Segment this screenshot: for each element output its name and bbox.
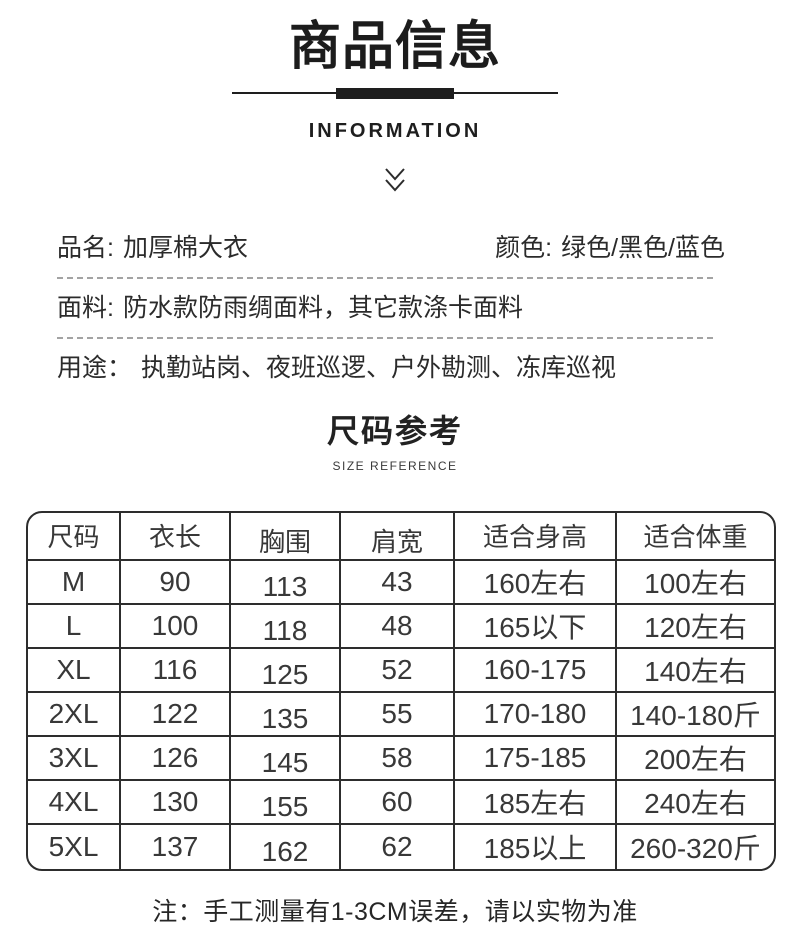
size-table-cell: 130 <box>121 780 231 825</box>
size-table-row: 5XL 137 162 62 185以上 260-320斤 <box>28 824 774 869</box>
size-table-row: XL 116 125 52 160-175 140左右 <box>28 648 774 693</box>
dashed-divider <box>57 276 713 279</box>
size-table-cell: 58 <box>341 736 455 781</box>
size-table-cell: 48 <box>341 604 455 649</box>
size-section-subtitle: SIZE REFERENCE <box>332 458 458 473</box>
size-table-cell: 140-180斤 <box>617 693 774 737</box>
size-table-row: M 90 113 43 160左右 100左右 <box>28 560 774 605</box>
dashed-divider <box>57 336 713 339</box>
size-table-header-cell: 尺码 <box>28 512 121 561</box>
product-name-label: 品名: <box>57 233 114 262</box>
size-table-cell: 90 <box>121 560 231 605</box>
size-table-cell: 135 <box>231 692 341 737</box>
size-table-cell: 155 <box>231 780 341 825</box>
divider-bar <box>336 87 454 99</box>
size-table-cell: 60 <box>341 780 455 825</box>
size-table-cell: 116 <box>121 648 231 693</box>
footer: 注：手工测量有1-3CM误差，请以实物为准 <box>0 892 790 928</box>
size-table-row: 3XL 126 145 58 175-185 200左右 <box>28 736 774 781</box>
size-table-cell: 175-185 <box>455 736 617 781</box>
size-table-header-cell: 衣长 <box>121 512 231 561</box>
header-subtitle: INFORMATION <box>308 119 482 142</box>
size-table-cell: 260-320斤 <box>630 832 761 864</box>
size-table-cell: 43 <box>341 560 455 605</box>
chevron-down-icon <box>385 167 405 181</box>
scroll-down-indicator <box>0 167 790 192</box>
product-usage: 用途： 执勤站岗、夜班巡逻、户外勘测、冻库巡视 <box>57 352 616 384</box>
size-table-cell: 4XL <box>28 780 121 825</box>
size-table-cell: 122 <box>121 692 231 737</box>
product-color: 颜色: 绿色/黑色/蓝色 <box>495 232 725 264</box>
size-table-cell: 100左右 <box>617 561 774 605</box>
product-color-label: 颜色: <box>495 233 553 262</box>
product-color-value: 绿色/黑色/蓝色 <box>561 233 725 262</box>
product-info-section: 品名: 加厚棉大衣 颜色: 绿色/黑色/蓝色 面料: 防水款防雨绸面料，其它款涤… <box>57 232 725 384</box>
size-table-row: L 100 118 48 165以下 120左右 <box>28 604 774 649</box>
size-table-cell: 160左右 <box>455 560 617 605</box>
size-table-header-cell: 适合体重 <box>617 513 774 561</box>
size-table-cell: 3XL <box>28 736 121 781</box>
size-table-header-cell: 适合身高 <box>455 512 617 561</box>
size-section-title: 尺码参考 <box>326 412 463 449</box>
product-usage-value: 执勤站岗、夜班巡逻、户外勘测、冻库巡视 <box>141 353 617 382</box>
size-table-cell: XL <box>28 648 121 693</box>
size-table-cell: 113 <box>231 560 341 605</box>
size-table-cell: 100 <box>121 604 231 649</box>
size-table-cell: 62 <box>341 824 455 869</box>
size-table-cell: 162 <box>231 824 341 869</box>
chevron-down-icon <box>385 178 405 192</box>
size-table-cell: 185以上 <box>455 824 617 869</box>
size-table-cell: 185左右 <box>455 780 617 825</box>
size-table-cell: 140左右 <box>617 649 774 693</box>
product-fabric-label: 面料: <box>57 293 114 322</box>
size-table-cell: 52 <box>341 648 455 693</box>
size-table-cell: 137 <box>121 824 231 869</box>
size-table-cell: M <box>28 560 121 605</box>
size-table-body: M 90 113 43 160左右 100左右 L 100 118 48 165以下 120左右 XL 1… <box>28 560 774 869</box>
size-table-row: 4XL 130 155 60 185左右 240左右 <box>28 780 774 825</box>
title-divider <box>232 87 558 99</box>
size-table-cell: L <box>28 604 121 649</box>
size-table-cell: 120左右 <box>617 605 774 649</box>
size-table-header-cell: 胸围 <box>231 512 341 561</box>
size-table-cell: 2XL <box>28 692 121 737</box>
size-table-cell: 55 <box>341 692 455 737</box>
size-table-cell: 5XL <box>28 824 121 869</box>
product-fabric-value: 防水款防雨绸面料，其它款涤卡面料 <box>122 293 523 322</box>
page-title: 商品信息 <box>288 18 501 76</box>
size-table-row: 2XL 122 135 55 170-180 140-180斤 <box>28 692 774 737</box>
size-table-cell: 145 <box>231 736 341 781</box>
product-name: 品名: 加厚棉大衣 <box>57 232 248 264</box>
size-table-cell: 170-180 <box>455 692 617 737</box>
product-usage-label: 用途： <box>57 353 133 382</box>
size-table-cell: 118 <box>231 604 341 649</box>
size-table-cell: 200左右 <box>617 737 774 781</box>
size-table: 尺码 衣长 胸围 肩宽 适合身高 适合体重 M 90 113 43 160左右 100左右 L 100 1… <box>26 510 776 871</box>
info-row-usage: 用途： 执勤站岗、夜班巡逻、户外勘测、冻库巡视 <box>57 352 725 384</box>
measurement-note: 注：手工测量有1-3CM误差，请以实物为准 <box>152 897 638 926</box>
size-table-cell: 165以下 <box>455 604 617 649</box>
size-table-cell: 240左右 <box>617 781 774 825</box>
product-info-page: 商品信息 INFORMATION 品名: 加厚棉大衣 颜色: 绿色/黑色/蓝色 <box>0 20 790 927</box>
size-table-cell: 125 <box>231 648 341 693</box>
info-row-name-color: 品名: 加厚棉大衣 颜色: 绿色/黑色/蓝色 <box>57 232 725 264</box>
size-table-cell: 160-175 <box>455 648 617 693</box>
product-name-value: 加厚棉大衣 <box>122 233 248 262</box>
product-fabric: 面料: 防水款防雨绸面料，其它款涤卡面料 <box>57 292 523 324</box>
size-table-header-cell: 肩宽 <box>341 512 455 561</box>
size-table-header-row: 尺码 衣长 胸围 肩宽 适合身高 适合体重 <box>28 512 774 561</box>
info-row-fabric: 面料: 防水款防雨绸面料，其它款涤卡面料 <box>57 292 725 324</box>
size-table-cell: 126 <box>121 736 231 781</box>
